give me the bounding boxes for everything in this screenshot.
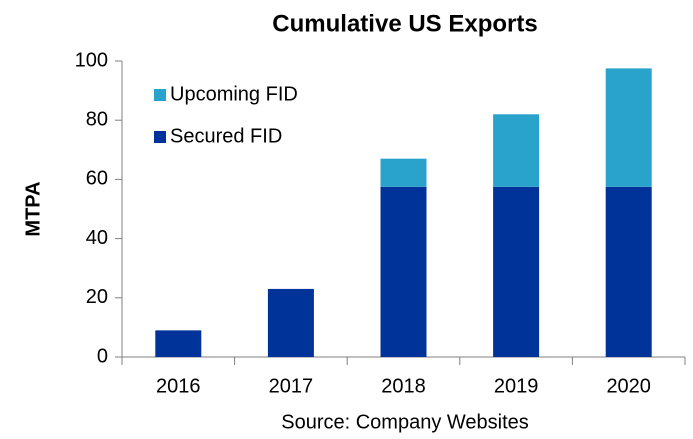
y-tick-label: 40 xyxy=(86,227,108,249)
x-tick-label: 2019 xyxy=(494,375,539,397)
y-axis-label: MTPA xyxy=(22,181,44,236)
bar-segment xyxy=(493,186,540,357)
bar-segment xyxy=(605,68,652,187)
y-tick-label: 100 xyxy=(75,49,108,71)
x-tick-label: 2016 xyxy=(156,375,201,397)
x-tick-label: 2018 xyxy=(381,375,426,397)
y-tick-label: 80 xyxy=(86,108,108,130)
legend-swatch xyxy=(154,131,166,143)
chart-title: Cumulative US Exports xyxy=(272,10,537,37)
y-tick-label: 60 xyxy=(86,168,108,190)
bar-segment xyxy=(605,186,652,357)
legend-swatch xyxy=(154,89,166,101)
bar-segment xyxy=(380,186,427,357)
bar-segment xyxy=(380,158,427,187)
legend-label: Secured FID xyxy=(170,125,282,147)
bar-segment xyxy=(155,330,202,357)
bar-segment xyxy=(493,114,540,187)
y-tick-label: 0 xyxy=(97,345,108,367)
source-note: Source: Company Websites xyxy=(281,411,529,433)
x-tick-label: 2017 xyxy=(269,375,314,397)
bar-segment xyxy=(267,288,314,357)
x-tick-label: 2020 xyxy=(606,375,651,397)
y-tick-label: 20 xyxy=(86,286,108,308)
legend-label: Upcoming FID xyxy=(170,83,298,105)
